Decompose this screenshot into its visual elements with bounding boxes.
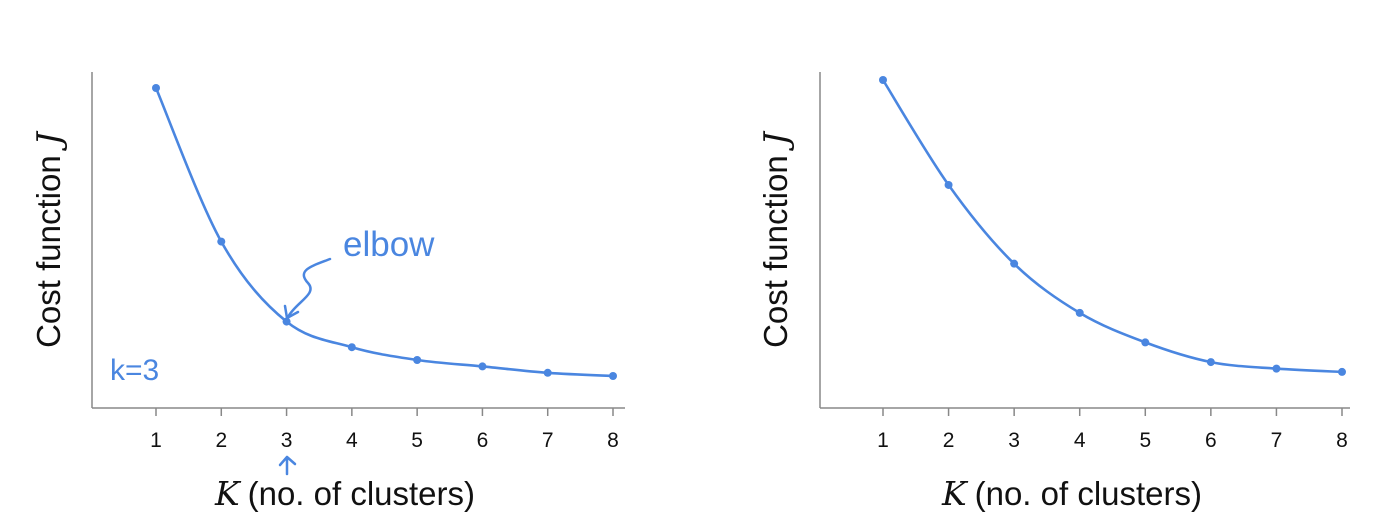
k3-annotation: k=3 [110, 354, 159, 387]
right-tick-label-2: 2 [943, 429, 955, 452]
right-point-k6 [1206, 358, 1215, 367]
right-y-axis-label: Cost functionJ [756, 130, 795, 348]
left-tick-label-7: 7 [542, 429, 554, 452]
right-point-k7 [1272, 364, 1281, 373]
right-tick-label-5: 5 [1139, 429, 1151, 452]
left-tick-label-3: 3 [281, 429, 293, 452]
left-point-k7 [543, 368, 552, 377]
right-tick-label-7: 7 [1271, 429, 1283, 452]
left-point-k8 [609, 372, 617, 380]
left-data-points [152, 84, 617, 380]
right-point-k8 [1338, 367, 1346, 376]
left-point-k1 [152, 84, 160, 92]
right-tick-label-1: 1 [877, 429, 889, 452]
right-tick-label-4: 4 [1074, 429, 1086, 452]
right-point-k2 [944, 180, 953, 189]
left-tick-label-4: 4 [346, 429, 358, 452]
right-data-points [879, 76, 1346, 376]
elbow-arrow [286, 257, 332, 319]
right-tick-label-8: 8 [1336, 429, 1348, 452]
right-tick-label-3: 3 [1008, 429, 1020, 452]
left-x-ticks: 1 2 3 4 5 6 7 8 [150, 408, 619, 452]
left-tick-label-8: 8 [607, 429, 619, 452]
left-y-axis-label: Cost functionJ [29, 130, 68, 348]
left-tick-label-5: 5 [411, 429, 423, 452]
left-point-k6 [478, 362, 487, 371]
right-tick-label-6: 6 [1205, 429, 1217, 452]
left-point-k2 [217, 237, 226, 246]
right-chart: 1 2 3 4 5 6 7 8 Cost functionJ K (no. of cluster… [756, 72, 1350, 513]
elbow-annotation: elbow [343, 225, 435, 264]
right-point-k3 [1010, 259, 1019, 268]
right-point-k4 [1075, 308, 1084, 317]
left-point-k3 [282, 317, 291, 326]
left-x-axis-label: K (no. of clusters) [214, 474, 475, 513]
right-point-k5 [1141, 338, 1150, 347]
left-chart: 1 2 3 4 5 6 7 8 Cost functionJ K (no. of cluster… [29, 72, 625, 513]
right-point-k1 [879, 76, 887, 84]
left-tick-label-2: 2 [215, 429, 227, 452]
right-x-axis-label: K (no. of clusters) [941, 474, 1202, 513]
left-point-k5 [413, 356, 422, 364]
right-series-line [881, 78, 1344, 374]
left-point-k4 [347, 343, 356, 352]
k3-marker-arrow [278, 455, 297, 476]
elbow-arrowhead [283, 304, 300, 320]
right-x-ticks: 1 2 3 4 5 6 7 8 [877, 408, 1348, 452]
left-tick-label-1: 1 [150, 429, 162, 452]
left-tick-label-6: 6 [477, 429, 489, 452]
